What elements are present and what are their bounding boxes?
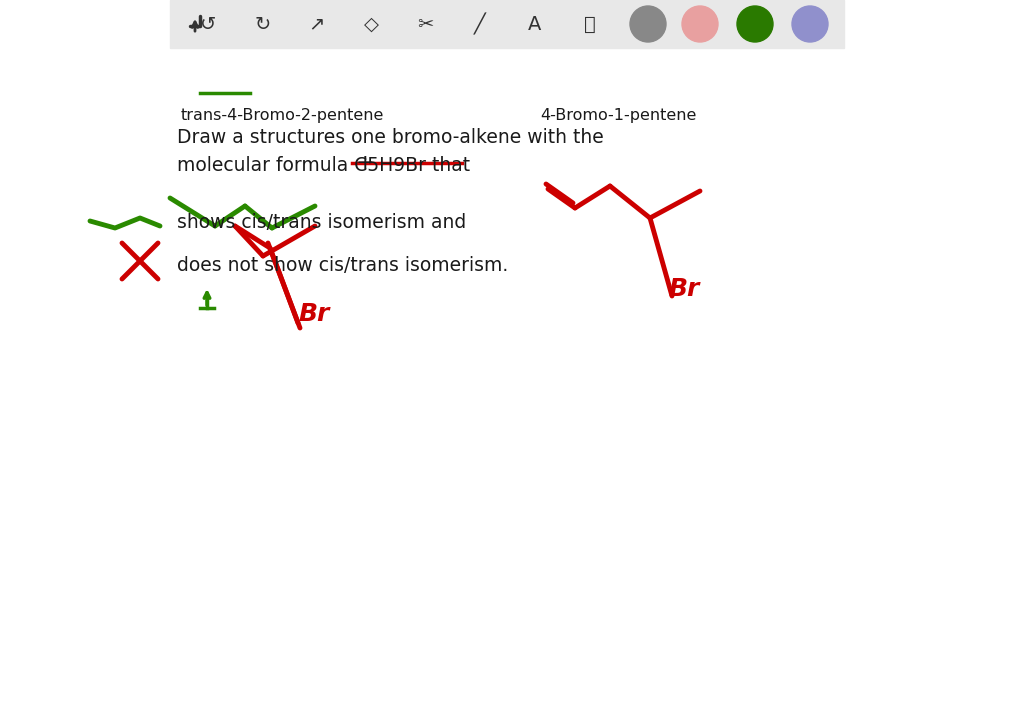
Circle shape (630, 6, 666, 42)
Text: Draw a structures one bromo-alkene with the: Draw a structures one bromo-alkene with … (177, 128, 604, 147)
Text: ↺: ↺ (200, 14, 216, 34)
Circle shape (737, 6, 773, 42)
Text: ╱: ╱ (474, 13, 485, 35)
Text: ⬛: ⬛ (584, 14, 596, 34)
Text: A: A (528, 14, 542, 34)
Bar (170, 0, 844, 48)
Text: ◇: ◇ (364, 14, 379, 34)
Text: Br: Br (298, 302, 330, 326)
Text: shows cis/trans isomerism and: shows cis/trans isomerism and (177, 213, 466, 232)
Text: Br: Br (668, 277, 699, 301)
Text: trans-4-Bromo-2-pentene: trans-4-Bromo-2-pentene (180, 108, 384, 123)
Text: ✂: ✂ (417, 14, 433, 34)
Text: 4-Bromo-1-pentene: 4-Bromo-1-pentene (540, 108, 696, 123)
Text: does not show cis/trans isomerism.: does not show cis/trans isomerism. (177, 256, 508, 275)
Circle shape (682, 6, 718, 42)
Text: ↗: ↗ (308, 14, 325, 34)
Text: +: + (355, 153, 375, 173)
Text: ↻: ↻ (255, 14, 271, 34)
Circle shape (792, 6, 828, 42)
Text: molecular formula C5H9Br that: molecular formula C5H9Br that (177, 156, 470, 175)
